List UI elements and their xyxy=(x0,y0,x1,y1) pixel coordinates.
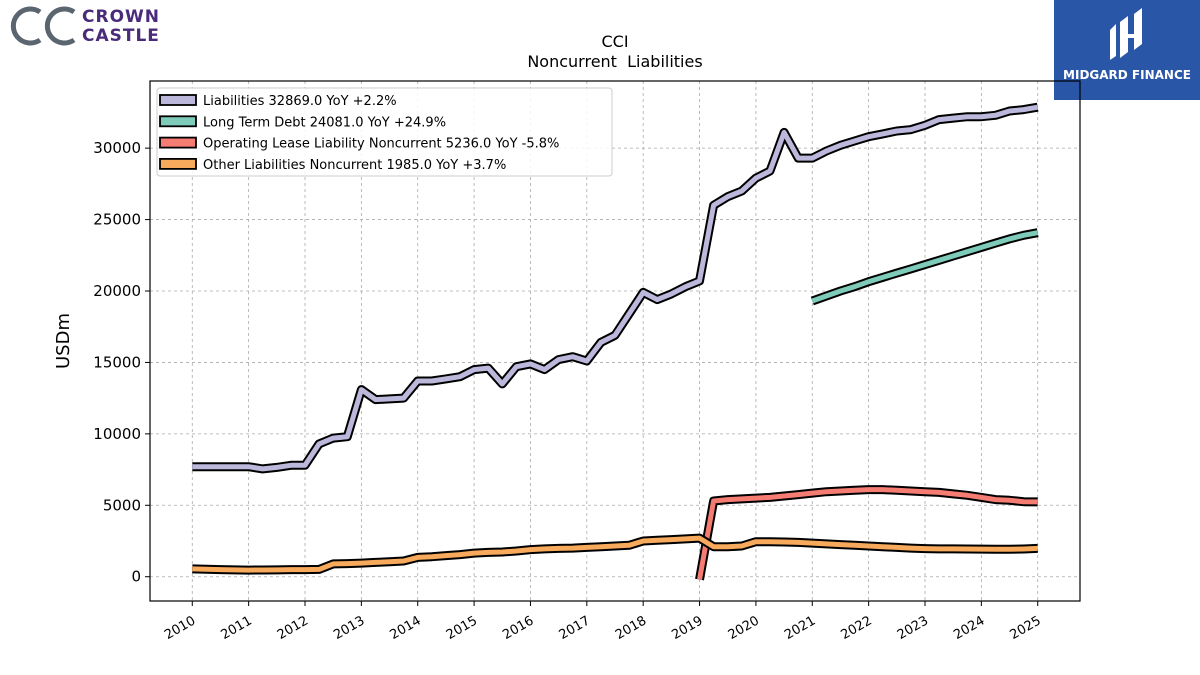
brand-line-2: CASTLE xyxy=(82,26,160,46)
x-tick-label: 2023 xyxy=(895,613,931,643)
series-line-outline xyxy=(192,533,1038,575)
brand-line-1: CROWN xyxy=(82,7,160,27)
series-line xyxy=(192,104,1039,472)
y-axis-label: USDm xyxy=(53,313,74,369)
y-tick-label: 0 xyxy=(131,568,141,586)
y-tick-label: 5000 xyxy=(103,496,141,514)
x-tick-label: 2021 xyxy=(782,613,818,643)
crown-castle-mark-icon xyxy=(10,6,76,46)
x-tick-label: 2017 xyxy=(557,613,593,643)
legend-box xyxy=(156,87,613,177)
x-axis-ticks: 2010 2011 2012 2013 2014 2015 2016 2017 2018 2019… xyxy=(162,601,1044,643)
y-tick-label: 30000 xyxy=(93,139,141,157)
x-tick-label: 2013 xyxy=(331,613,367,643)
x-tick-label: 2010 xyxy=(162,613,198,643)
y-tick-label: 10000 xyxy=(93,425,141,443)
x-tick-label: 2020 xyxy=(726,613,762,643)
midgard-finance-logo: MIDGARD FINANCE xyxy=(1054,0,1200,100)
x-tick-label: 2014 xyxy=(388,613,424,643)
y-tick-label: 15000 xyxy=(93,353,141,371)
legend-swatch xyxy=(159,136,197,149)
crown-castle-wordmark: CROWN CASTLE xyxy=(82,8,160,46)
series-long-term-debt xyxy=(810,228,1039,306)
x-tick-label: 2012 xyxy=(275,613,311,643)
series-operating-lease-liability-noncurrent xyxy=(695,485,1038,581)
x-tick-label: 2024 xyxy=(951,613,987,643)
x-tick-label: 2018 xyxy=(613,613,649,643)
legend-entry: Other Liabilities Noncurrent 1985.0 YoY … xyxy=(203,158,506,173)
x-tick-label: 2011 xyxy=(218,613,254,643)
x-tick-label: 2016 xyxy=(500,613,536,643)
legend-swatch xyxy=(159,115,197,128)
crown-castle-logo: CROWN CASTLE xyxy=(4,4,174,50)
x-tick-label: 2022 xyxy=(838,613,874,643)
y-tick-label: 25000 xyxy=(93,211,141,229)
midgard-wordmark: MIDGARD FINANCE xyxy=(1063,68,1191,82)
x-tick-label: 2015 xyxy=(444,613,480,643)
legend-swatch xyxy=(159,157,197,170)
y-axis-ticks: 0 5000 10000 15000 20000 25000 30000 xyxy=(93,139,150,586)
plot-frame xyxy=(149,80,1081,602)
x-tick-label: 2025 xyxy=(1008,613,1044,643)
midgard-mark-icon xyxy=(1110,8,1142,60)
legend-entry: Operating Lease Liability Noncurrent 523… xyxy=(203,137,559,152)
chart-title: CCI xyxy=(601,32,628,51)
series-line xyxy=(192,535,1038,573)
legend-entry: Long Term Debt 24081.0 YoY +24.9% xyxy=(203,115,446,130)
chart-subtitle: Noncurrent Liabilities xyxy=(527,52,702,71)
series-line xyxy=(697,487,1038,581)
series-line xyxy=(811,230,1039,304)
x-tick-label: 2019 xyxy=(669,613,705,643)
series-liabilities xyxy=(192,102,1039,474)
series-layer xyxy=(192,102,1039,581)
series-other-liabilities-noncurrent xyxy=(192,533,1038,575)
legend-entry: Liabilities 32869.0 YoY +2.2% xyxy=(203,94,397,109)
legend: Liabilities 32869.0 YoY +2.2% Long Term D… xyxy=(156,87,613,177)
legend-swatch xyxy=(159,94,197,106)
y-tick-label: 20000 xyxy=(93,282,141,300)
